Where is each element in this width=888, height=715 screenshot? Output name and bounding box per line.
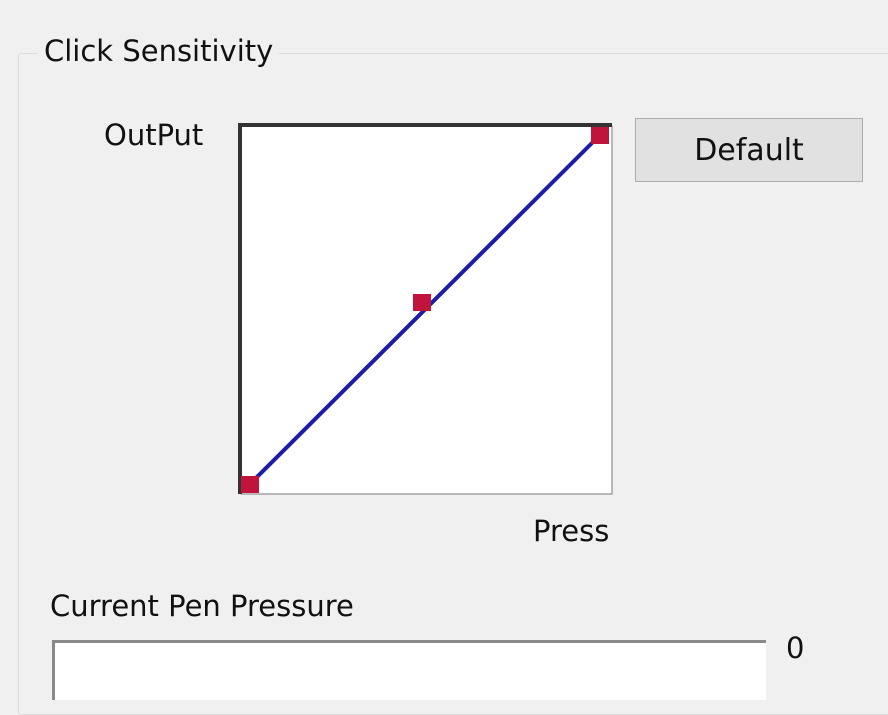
control-point[interactable] [241, 476, 259, 493]
x-axis-label: Press [533, 514, 609, 548]
control-point[interactable] [413, 294, 431, 311]
pressure-bar [52, 640, 766, 700]
curve-editor[interactable] [0, 0, 888, 688]
page: Click Sensitivity OutPut Default Press C… [0, 0, 888, 688]
pressure-label: Current Pen Pressure [50, 589, 354, 623]
control-point[interactable] [591, 127, 609, 144]
default-button[interactable]: Default [635, 118, 863, 182]
pressure-value: 0 [786, 631, 804, 665]
